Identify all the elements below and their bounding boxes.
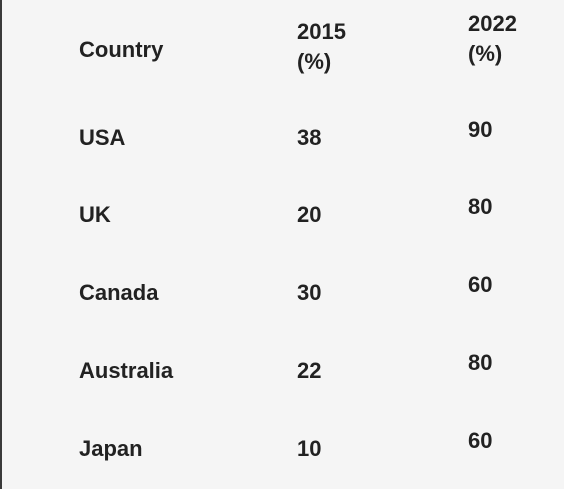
table-row-country: USA	[79, 125, 126, 150]
table-row-2015: 20	[297, 202, 322, 227]
table-row-country: Canada	[79, 280, 159, 305]
table-row-2022: 80	[468, 194, 493, 219]
table-row-2022: 90	[468, 117, 493, 142]
header-2022-year: 2022	[468, 11, 517, 36]
header-2015: 2015 (%)	[297, 17, 346, 77]
table-row-2022: 60	[468, 428, 493, 453]
table-row-2022: 60	[468, 272, 493, 297]
header-country: Country	[79, 37, 164, 62]
left-border	[0, 0, 2, 489]
header-2022: 2022 (%)	[468, 9, 517, 69]
table-row-2015: 38	[297, 125, 322, 150]
header-2015-year: 2015	[297, 19, 346, 44]
table-row-2022: 80	[468, 350, 493, 375]
table-row-2015: 22	[297, 358, 322, 383]
table-row-2015: 10	[297, 436, 322, 461]
header-2022-unit: (%)	[468, 41, 503, 66]
table-row-country: UK	[79, 202, 111, 227]
header-2015-unit: (%)	[297, 49, 332, 74]
table-row-country: Australia	[79, 358, 174, 383]
table-row-country: Japan	[79, 436, 143, 461]
table-row-2015: 30	[297, 280, 322, 305]
